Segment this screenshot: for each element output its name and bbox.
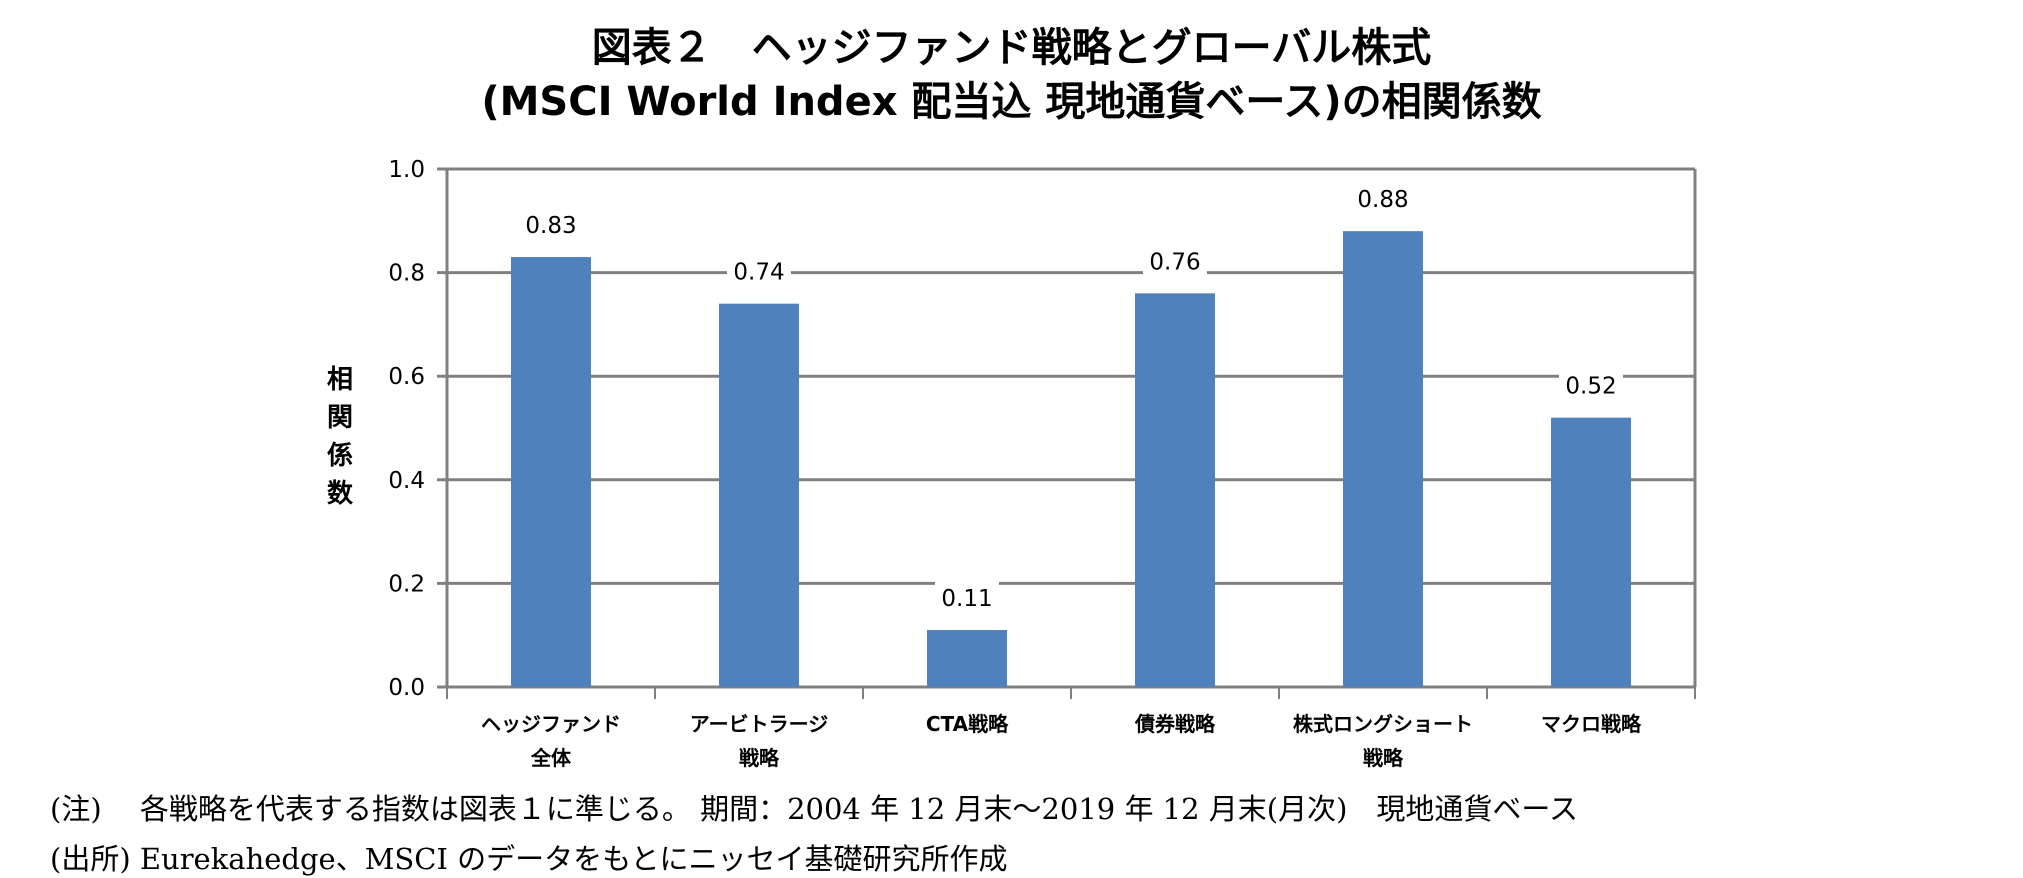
y-tick-label: 0.0 xyxy=(388,675,425,701)
data-label-background xyxy=(727,253,791,286)
y-tick-label: 0.6 xyxy=(388,364,425,390)
bar xyxy=(1551,417,1631,687)
data-label: 0.52 xyxy=(1565,374,1616,400)
x-category-label: アービトラージ xyxy=(690,712,828,736)
y-axis-label-char: 相 xyxy=(327,365,353,395)
bar xyxy=(1343,231,1423,687)
x-category-label: CTA戦略 xyxy=(926,712,1009,736)
x-category-label: 株式ロングショート xyxy=(1293,712,1473,736)
y-axis-label-char: 関 xyxy=(327,403,353,433)
data-label: 0.76 xyxy=(1149,249,1200,275)
bar xyxy=(719,303,799,687)
data-label-background xyxy=(519,207,583,240)
data-label-background xyxy=(1143,243,1207,276)
data-label-background xyxy=(1559,367,1623,400)
bar xyxy=(1135,293,1215,687)
x-category-label: マクロ戦略 xyxy=(1541,712,1642,736)
data-label: 0.83 xyxy=(525,213,576,239)
data-label-background xyxy=(1351,181,1415,214)
y-tick-label: 0.2 xyxy=(388,571,425,597)
chart-title-line1: 図表２ ヘッジファンド戦略とグローバル株式 xyxy=(591,25,1432,71)
x-category-label: ヘッジファンド xyxy=(481,712,621,736)
chart-title-line2: (MSCI World Index 配当込 現地通貨ベース)の相関係数 xyxy=(481,79,1542,125)
data-label: 0.88 xyxy=(1357,187,1408,213)
data-label-background xyxy=(935,580,999,613)
bar xyxy=(511,257,591,687)
bar xyxy=(927,630,1007,687)
y-axis-label-char: 係 xyxy=(327,441,353,471)
footnote: (注) 各戦略を代表する指数は図表１に準じる。 期間：2004 年 12 月末～… xyxy=(50,792,1578,826)
x-category-label: 全体 xyxy=(530,746,572,770)
source-note: (出所) Eurekahedge、MSCI のデータをもとにニッセイ基礎研究所作… xyxy=(50,842,1008,876)
x-category-label: 戦略 xyxy=(1363,746,1404,770)
data-label: 0.11 xyxy=(941,586,992,612)
x-category-label: 債券戦略 xyxy=(1134,712,1216,736)
data-label: 0.74 xyxy=(733,260,784,286)
y-tick-label: 0.8 xyxy=(388,261,425,287)
y-tick-label: 1.0 xyxy=(388,157,425,183)
x-category-label: 戦略 xyxy=(739,746,780,770)
y-tick-label: 0.4 xyxy=(388,468,425,494)
y-axis-label-char: 数 xyxy=(327,479,354,509)
